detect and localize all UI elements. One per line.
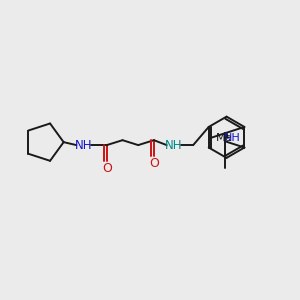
Text: NH: NH <box>74 139 92 152</box>
Text: NH: NH <box>165 139 182 152</box>
Text: O: O <box>102 162 112 175</box>
Text: Me: Me <box>216 133 232 143</box>
Text: O: O <box>149 157 159 170</box>
Text: NH: NH <box>224 133 241 143</box>
